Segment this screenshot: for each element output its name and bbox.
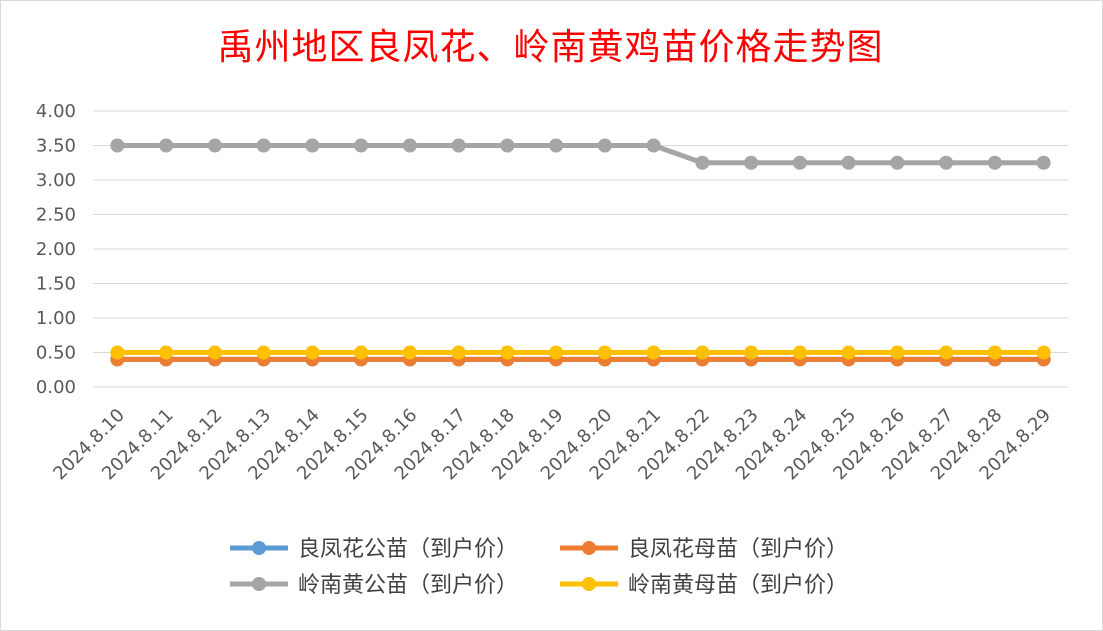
y-tick-label: 2.00 xyxy=(36,239,76,260)
legend-label: 良凤花公苗（到户价） xyxy=(298,537,518,562)
data-point xyxy=(695,155,710,170)
y-tick-label: 0.00 xyxy=(36,377,76,398)
data-point xyxy=(646,345,661,360)
data-point xyxy=(159,345,174,360)
data-point xyxy=(500,138,515,153)
y-tick-label: 1.00 xyxy=(36,308,76,329)
legend-marker xyxy=(582,541,596,555)
data-point xyxy=(646,138,661,153)
y-tick-label: 4.00 xyxy=(36,101,76,122)
data-point xyxy=(792,345,807,360)
data-point xyxy=(597,138,612,153)
chart-title: 禹州地区良凤花、岭南黄鸡苗价格走势图 xyxy=(217,27,884,68)
data-point xyxy=(549,345,564,360)
data-point xyxy=(597,345,612,360)
y-tick-label: 2.50 xyxy=(36,205,76,226)
legend-item[interactable]: 良凤花母苗（到户价） xyxy=(560,537,848,562)
data-point xyxy=(987,345,1002,360)
data-point xyxy=(305,345,320,360)
series-lines xyxy=(110,138,1051,367)
legend-label: 岭南黄公苗（到户价） xyxy=(298,573,518,598)
data-point xyxy=(841,345,856,360)
legend-item[interactable]: 良凤花公苗（到户价） xyxy=(230,537,518,562)
x-axis-tick-labels: 2024.8.102024.8.112024.8.122024.8.132024… xyxy=(49,405,1055,485)
data-point xyxy=(110,138,125,153)
data-point xyxy=(549,138,564,153)
data-point xyxy=(841,155,856,170)
data-point xyxy=(256,345,271,360)
data-point xyxy=(792,155,807,170)
data-point xyxy=(402,345,417,360)
data-point xyxy=(110,345,125,360)
y-tick-label: 1.50 xyxy=(36,274,76,295)
data-point xyxy=(987,155,1002,170)
legend-label: 良凤花母苗（到户价） xyxy=(628,537,848,562)
data-point xyxy=(939,345,954,360)
data-point xyxy=(890,155,905,170)
data-point xyxy=(207,138,222,153)
y-axis-tick-labels: 0.00 0.50 1.00 1.50 2.00 2.50 3.00 3.50 4.00 xyxy=(36,101,76,398)
data-point xyxy=(451,138,466,153)
legend-marker xyxy=(252,541,266,555)
data-point xyxy=(402,138,417,153)
legend-marker xyxy=(252,577,266,591)
data-point xyxy=(695,345,710,360)
data-point xyxy=(207,345,222,360)
legend-label: 岭南黄母苗（到户价） xyxy=(628,573,848,598)
data-point xyxy=(159,138,174,153)
gridlines xyxy=(93,110,1068,388)
y-tick-label: 3.00 xyxy=(36,170,76,191)
data-point xyxy=(1036,345,1051,360)
legend-item[interactable]: 岭南黄公苗（到户价） xyxy=(230,573,518,598)
data-point xyxy=(354,345,369,360)
data-point xyxy=(500,345,515,360)
data-point xyxy=(354,138,369,153)
data-point xyxy=(451,345,466,360)
data-point xyxy=(744,155,759,170)
data-point xyxy=(1036,155,1051,170)
y-tick-label: 3.50 xyxy=(36,136,76,157)
series-3 xyxy=(110,138,1051,170)
legend: 良凤花公苗（到户价） 良凤花母苗（到户价） 岭南黄公苗（到户价） 岭南黄母苗（到户价） xyxy=(230,537,848,598)
y-tick-label: 0.50 xyxy=(36,343,76,364)
series-4 xyxy=(110,345,1051,360)
data-point xyxy=(890,345,905,360)
data-point xyxy=(744,345,759,360)
legend-item[interactable]: 岭南黄母苗（到户价） xyxy=(560,573,848,598)
legend-marker xyxy=(582,577,596,591)
data-point xyxy=(256,138,271,153)
data-point xyxy=(939,155,954,170)
data-point xyxy=(305,138,320,153)
series-line xyxy=(117,143,1044,166)
